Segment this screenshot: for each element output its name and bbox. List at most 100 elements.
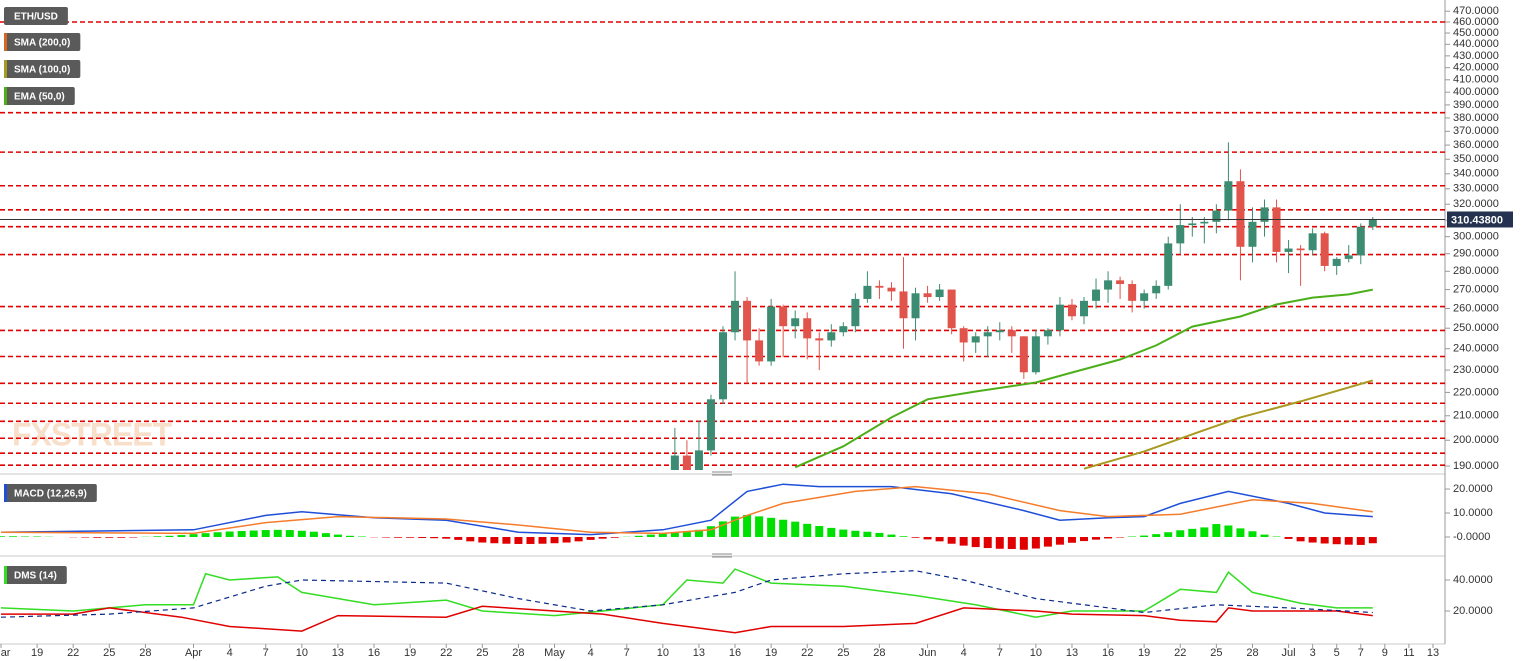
candle-body (1200, 221, 1209, 224)
candle (1092, 278, 1101, 309)
last-price-box (1447, 211, 1513, 228)
y-tick-label: 320.0000 (1453, 198, 1499, 210)
histogram-bar (490, 537, 499, 544)
candle-body (1176, 225, 1185, 244)
resize-handle (712, 471, 732, 476)
x-tick-label: 13 (693, 647, 705, 659)
candle (995, 322, 1004, 341)
histogram-bar (875, 532, 884, 538)
y-tick-label: 440.0000 (1453, 38, 1499, 50)
candle-body (682, 455, 691, 470)
histogram-bar (706, 526, 715, 538)
histogram-bar (1092, 537, 1101, 540)
histogram-bar (117, 537, 126, 538)
x-tick-label: 19 (1138, 647, 1150, 659)
histogram-bar (514, 537, 523, 544)
candle (1031, 330, 1040, 375)
histogram-bar (1019, 537, 1028, 550)
x-tick-label: 19 (404, 647, 416, 659)
candle-body (779, 306, 788, 327)
candle (767, 298, 776, 366)
candle-body (1188, 223, 1197, 226)
candle (1284, 240, 1293, 274)
histogram-bar (273, 529, 282, 538)
y-tick-label: -0.0000 (1453, 531, 1490, 543)
legend-label: MACD (12,26,9) (14, 489, 87, 500)
candle-body (1296, 248, 1305, 251)
legend-swatch (4, 60, 7, 78)
x-tick-label: 22 (1174, 647, 1186, 659)
y-tick-label: 470.0000 (1453, 5, 1499, 17)
candle (815, 332, 824, 371)
histogram-bar (827, 527, 836, 538)
candle (731, 271, 740, 341)
candle-body (983, 332, 992, 337)
candle-body (827, 332, 836, 341)
histogram-bar (177, 535, 186, 538)
histogram-bar (309, 531, 318, 538)
candle (1260, 199, 1269, 237)
candle (1272, 199, 1281, 263)
histogram-bar (418, 537, 427, 538)
candle-body (1344, 255, 1353, 259)
legend-item: EMA (50,0) (4, 87, 75, 105)
legend-box (4, 566, 67, 584)
candle (887, 282, 896, 301)
candle-body (1128, 284, 1137, 301)
candle-body (1080, 300, 1088, 317)
histogram-bar (574, 537, 583, 542)
histogram-bar (1248, 531, 1257, 538)
candle-body (1140, 293, 1149, 301)
x-tick-label: 19 (765, 647, 777, 659)
candle-body (1067, 304, 1076, 317)
x-tick-label: 13 (1066, 647, 1078, 659)
candle-body (1152, 285, 1161, 294)
histogram-bar (646, 534, 655, 538)
legend-label: ETH/USD (14, 12, 58, 23)
candle-body (1272, 207, 1281, 252)
candle (1296, 245, 1305, 286)
candle (875, 280, 884, 299)
histogram-bar (586, 537, 595, 540)
histogram-bar (201, 533, 210, 538)
legend-label: SMA (100,0) (14, 65, 70, 76)
candle-body (875, 285, 884, 288)
candle (1344, 245, 1353, 263)
candle-body (791, 318, 800, 327)
x-tick-label: 25 (1210, 647, 1222, 659)
candle (1055, 297, 1064, 337)
y-tick-label: 360.0000 (1453, 139, 1499, 151)
legend-box (4, 33, 81, 51)
candle-body (1043, 330, 1052, 337)
indicator-line (0, 485, 1373, 535)
x-tick-label: 28 (1246, 647, 1258, 659)
candle-body (1368, 219, 1377, 227)
candle (1320, 231, 1329, 272)
histogram-bar (947, 537, 956, 544)
candle-body (959, 328, 968, 343)
histogram-bar (779, 519, 788, 538)
y-tick-label: 410.0000 (1453, 74, 1499, 86)
y-tick-label: 350.0000 (1453, 153, 1499, 165)
x-tick-label: 7 (263, 647, 269, 659)
candle (1356, 223, 1365, 265)
candle-body (1236, 181, 1245, 247)
x-tick-label: 22 (67, 647, 79, 659)
candle-body (743, 300, 752, 341)
indicator-line (1, 605, 1373, 634)
histogram-bar (1043, 537, 1052, 547)
histogram-bar (442, 537, 451, 539)
candle-body (1164, 243, 1173, 286)
candle-body (947, 289, 956, 329)
histogram-bar (1296, 537, 1305, 542)
histogram-bar (550, 537, 559, 544)
candle-body (1332, 258, 1341, 266)
histogram-bar (165, 535, 174, 538)
y-tick-label: 280.0000 (1453, 265, 1499, 277)
candle-body (1055, 304, 1064, 331)
y-tick-label: 200.0000 (1453, 434, 1499, 446)
histogram-bar (153, 536, 162, 538)
histogram-bar (1236, 528, 1245, 538)
histogram-bar (1080, 537, 1088, 542)
candle (1152, 280, 1161, 299)
